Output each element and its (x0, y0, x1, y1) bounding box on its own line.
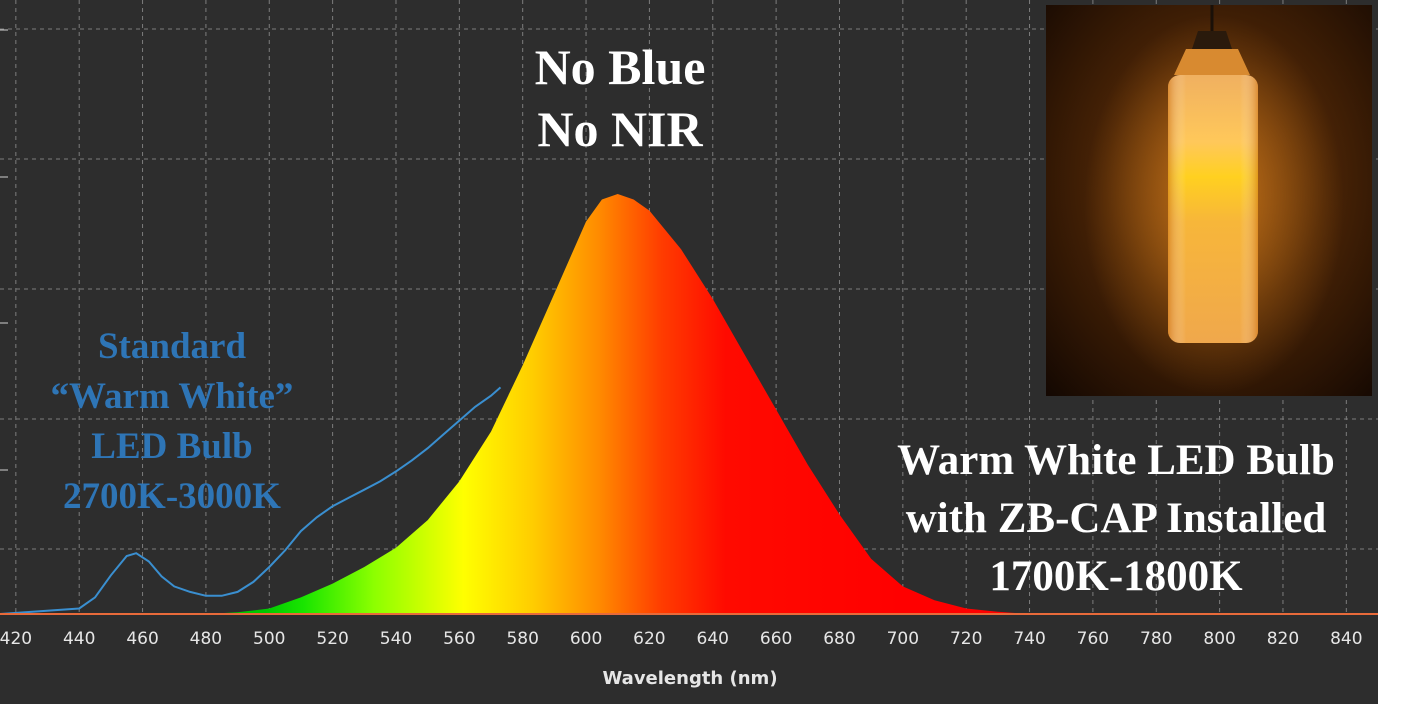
plot-layer (0, 194, 1378, 615)
x-tick-label: 760 (1077, 629, 1109, 649)
x-tick-label: 480 (190, 629, 222, 649)
annotation-line: “Warm White” (50, 376, 294, 417)
x-tick-label: 700 (887, 629, 919, 649)
x-tick-label: 420 (0, 629, 32, 649)
x-tick-label: 580 (506, 629, 538, 649)
lamp-cap (1174, 49, 1250, 75)
x-tick-label: 780 (1140, 629, 1172, 649)
lamp-photo (1046, 5, 1372, 396)
annotation-line: 1700K-1800K (989, 553, 1243, 600)
standard-bulb-annotation: Standard “Warm White” LED Bulb 2700K-300… (22, 322, 322, 522)
x-tick-label: 840 (1330, 629, 1362, 649)
annotation-line: No NIR (537, 101, 703, 157)
x-tick-label: 820 (1267, 629, 1299, 649)
annotation-line: Warm White LED Bulb (897, 437, 1335, 484)
chart-area: 420 440 460 480 500 520 540 560 580 600 620 640 660 6… (0, 0, 1378, 704)
zb-cap-bulb-annotation: Warm White LED Bulb with ZB-CAP Installe… (852, 432, 1380, 606)
no-blue-no-nir-annotation: No Blue No NIR (460, 36, 780, 160)
x-tick-label: 640 (697, 629, 729, 649)
x-tick-label: 720 (950, 629, 982, 649)
x-tick-label: 460 (126, 629, 158, 649)
lamp-socket (1192, 31, 1232, 49)
annotation-line: with ZB-CAP Installed (905, 495, 1327, 542)
x-tick-label: 800 (1203, 629, 1235, 649)
x-tick-label: 600 (570, 629, 602, 649)
x-tick-label: 440 (63, 629, 95, 649)
x-tick-label: 560 (443, 629, 475, 649)
zb-cap-spectrum-area (0, 194, 1378, 614)
x-tick-label: 620 (633, 629, 665, 649)
annotation-line: 2700K-3000K (63, 476, 281, 517)
x-tick-label: 660 (760, 629, 792, 649)
x-axis: 420 440 460 480 500 520 540 560 580 600 620 640 660 6… (0, 29, 1378, 649)
annotation-line: Standard (97, 326, 247, 367)
x-tick-label: 520 (316, 629, 348, 649)
x-tick-label: 500 (253, 629, 285, 649)
x-tick-label: 680 (823, 629, 855, 649)
pendant-lamp-image (1046, 5, 1372, 396)
annotation-line: No Blue (534, 39, 706, 95)
x-tick-label: 540 (380, 629, 412, 649)
x-axis-label: Wavelength (nm) (602, 668, 777, 689)
spectrum-chart: 420 440 460 480 500 520 540 560 580 600 620 640 660 6… (0, 0, 1378, 689)
standard-led-series-line (0, 386, 502, 615)
annotation-line: LED Bulb (91, 426, 253, 467)
x-tick-label: 740 (1013, 629, 1045, 649)
